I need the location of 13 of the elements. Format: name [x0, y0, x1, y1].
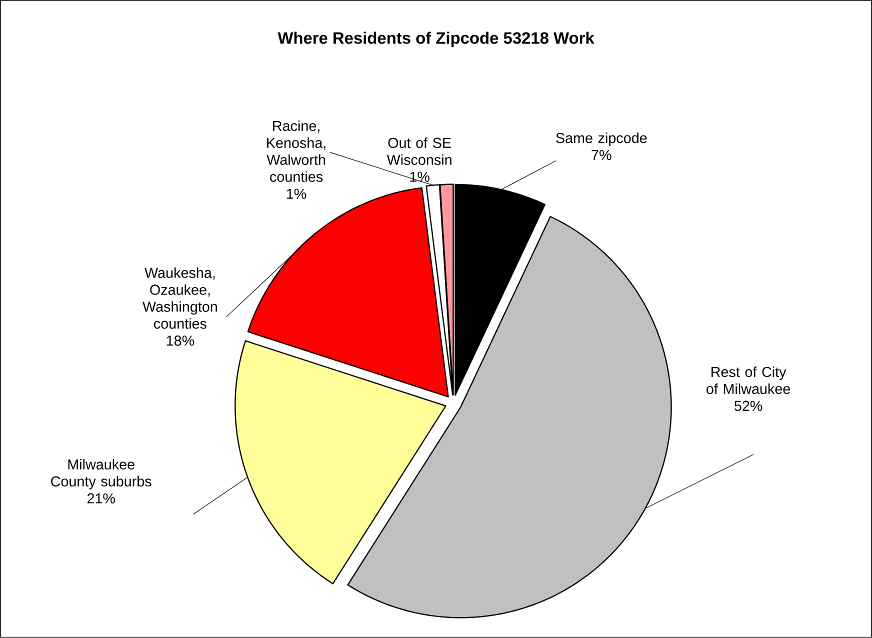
slice-label: Milwaukee County suburbs [51, 459, 152, 490]
data-label: 21% [87, 493, 115, 504]
slice-label: Rest of City of Milwaukee [706, 366, 790, 394]
slice-label: Waukesha, Ozaukee, Washington counties [142, 267, 217, 329]
chart-title: Where Residents of Zipcode 53218 Work [278, 32, 594, 48]
data-label: 1% [410, 172, 430, 182]
slice-label: Same zipcode [556, 132, 647, 146]
data-label: 1% [286, 188, 306, 199]
data-label: 7% [592, 150, 612, 160]
data-label: 52% [734, 400, 762, 412]
slice-label: Racine, Kenosha, Walworth counties [266, 120, 326, 182]
slice-label: Out of SE Wisconsin [386, 138, 452, 166]
data-label: 18% [166, 336, 194, 346]
